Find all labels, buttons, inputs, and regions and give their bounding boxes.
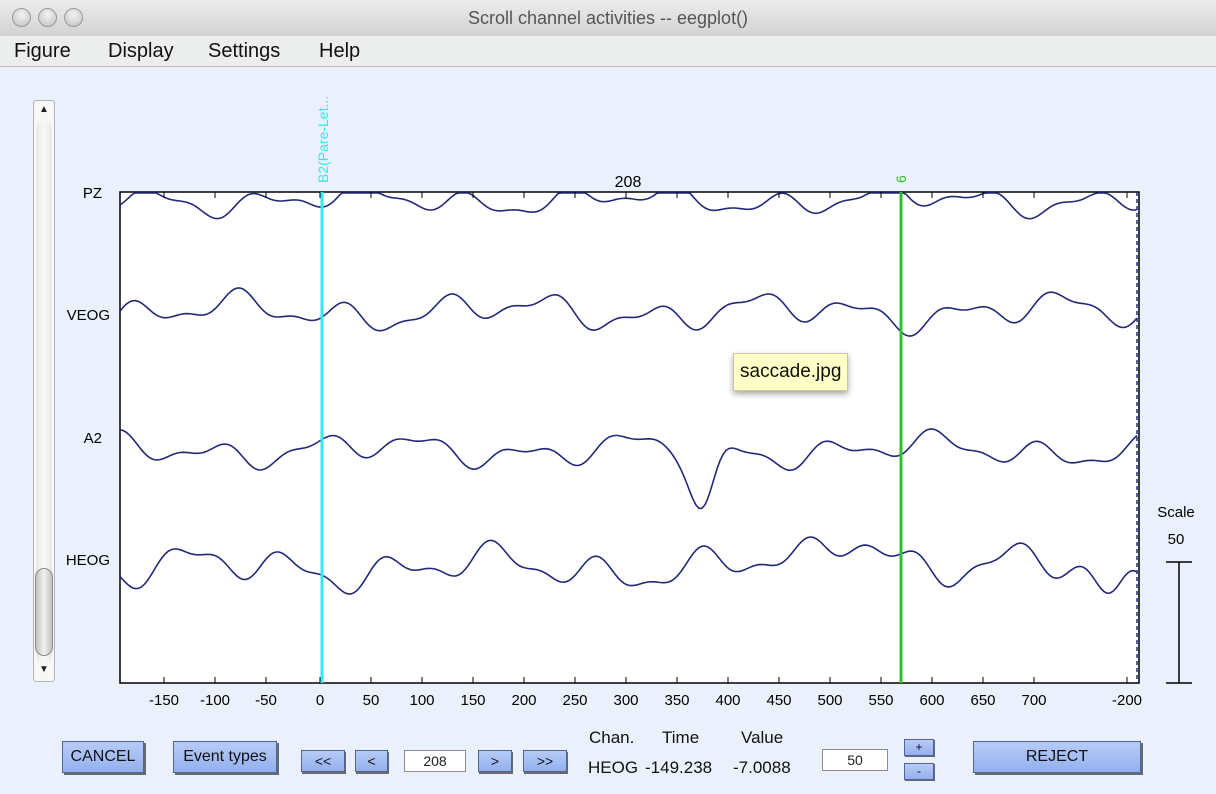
title-bar: Scroll channel activities -- eegplot() <box>0 0 1216 37</box>
channel-label-pz: PZ <box>83 185 102 202</box>
scale-decrease-button[interactable]: - <box>904 763 934 780</box>
zoom-window-button[interactable] <box>64 8 83 27</box>
nav-prev-button[interactable]: < <box>355 750 388 772</box>
x-tick-label: -150 <box>149 692 179 709</box>
menu-figure[interactable]: Figure <box>14 40 71 62</box>
scroll-up-arrow-icon[interactable]: ▲ <box>39 104 49 115</box>
eeg-traces <box>119 192 1138 595</box>
x-tick-label: 250 <box>562 692 587 709</box>
scale-bar <box>1166 561 1192 684</box>
window-title: Scroll channel activities -- eegplot() <box>467 8 749 28</box>
scroll-track[interactable] <box>36 121 52 663</box>
event-label-1: B2(Pare-Let... <box>315 96 331 183</box>
x-tick-label: 600 <box>919 692 944 709</box>
x-tick-label: -100 <box>200 692 230 709</box>
x-tick-label: 100 <box>409 692 434 709</box>
cancel-button[interactable]: CANCEL <box>62 741 144 773</box>
x-tick-label: 150 <box>460 692 485 709</box>
eeg-trace-a2 <box>119 428 1138 510</box>
event-types-button[interactable]: Event types <box>173 741 277 773</box>
x-tick-label: 200 <box>511 692 536 709</box>
nav-first-button[interactable]: << <box>301 750 345 772</box>
close-window-button[interactable] <box>12 8 31 27</box>
event-label-2: 6 <box>893 175 909 183</box>
figure-tooltip: saccade.jpg <box>733 353 849 391</box>
x-tick-label: 300 <box>613 692 638 709</box>
nav-last-button[interactable]: >> <box>523 750 567 772</box>
x-tick-label: 550 <box>868 692 893 709</box>
value-header: Value <box>741 728 784 747</box>
eeg-trace-veog <box>119 287 1138 337</box>
value-value: -7.0088 <box>733 758 791 777</box>
x-tick-label: -50 <box>255 692 277 709</box>
x-tick-label: 50 <box>363 692 380 709</box>
x-tick-label: 650 <box>970 692 995 709</box>
epoch-position-field[interactable]: 208 <box>404 750 466 772</box>
x-axis-ticks: -150 -100 -50 0 50 100 150 200 250 300 350 400 450 50… <box>149 192 1142 709</box>
menu-help[interactable]: Help <box>319 40 361 62</box>
channel-scrollbar[interactable]: ▲ ▼ <box>33 100 55 682</box>
channel-label-a2: A2 <box>84 430 102 447</box>
channel-label-heog: HEOG <box>66 552 110 569</box>
chan-header: Chan. <box>589 728 635 747</box>
scale-field[interactable]: 50 <box>822 749 888 771</box>
x-tick-label: 400 <box>715 692 740 709</box>
time-header: Time <box>662 728 700 747</box>
scale-increase-button[interactable]: + <box>904 739 934 756</box>
x-tick-label: 0 <box>316 692 324 709</box>
scale-title: Scale <box>1157 504 1195 521</box>
scroll-thumb[interactable] <box>35 568 53 656</box>
reject-button[interactable]: REJECT <box>973 741 1141 773</box>
nav-next-button[interactable]: > <box>478 750 512 772</box>
chan-value: HEOG <box>588 758 638 777</box>
channel-label-veog: VEOG <box>67 307 110 324</box>
x-tick-label: 500 <box>817 692 842 709</box>
menu-settings[interactable]: Settings <box>208 40 281 62</box>
menu-bar: Figure Display Settings Help <box>0 36 1216 67</box>
x-tick-label: 350 <box>664 692 689 709</box>
x-tick-label: 450 <box>766 692 791 709</box>
minimize-window-button[interactable] <box>38 8 57 27</box>
scale-value-label: 50 <box>1168 531 1185 548</box>
eeg-trace-heog <box>119 536 1138 595</box>
eeg-trace-pz <box>119 192 1138 220</box>
time-value: -149.238 <box>645 758 713 777</box>
x-tick-label: 700 <box>1021 692 1046 709</box>
epoch-position-label: 208 <box>615 174 642 191</box>
x-tick-label: -200 <box>1112 692 1142 709</box>
menu-display[interactable]: Display <box>108 40 174 62</box>
scroll-down-arrow-icon[interactable]: ▼ <box>39 664 49 675</box>
